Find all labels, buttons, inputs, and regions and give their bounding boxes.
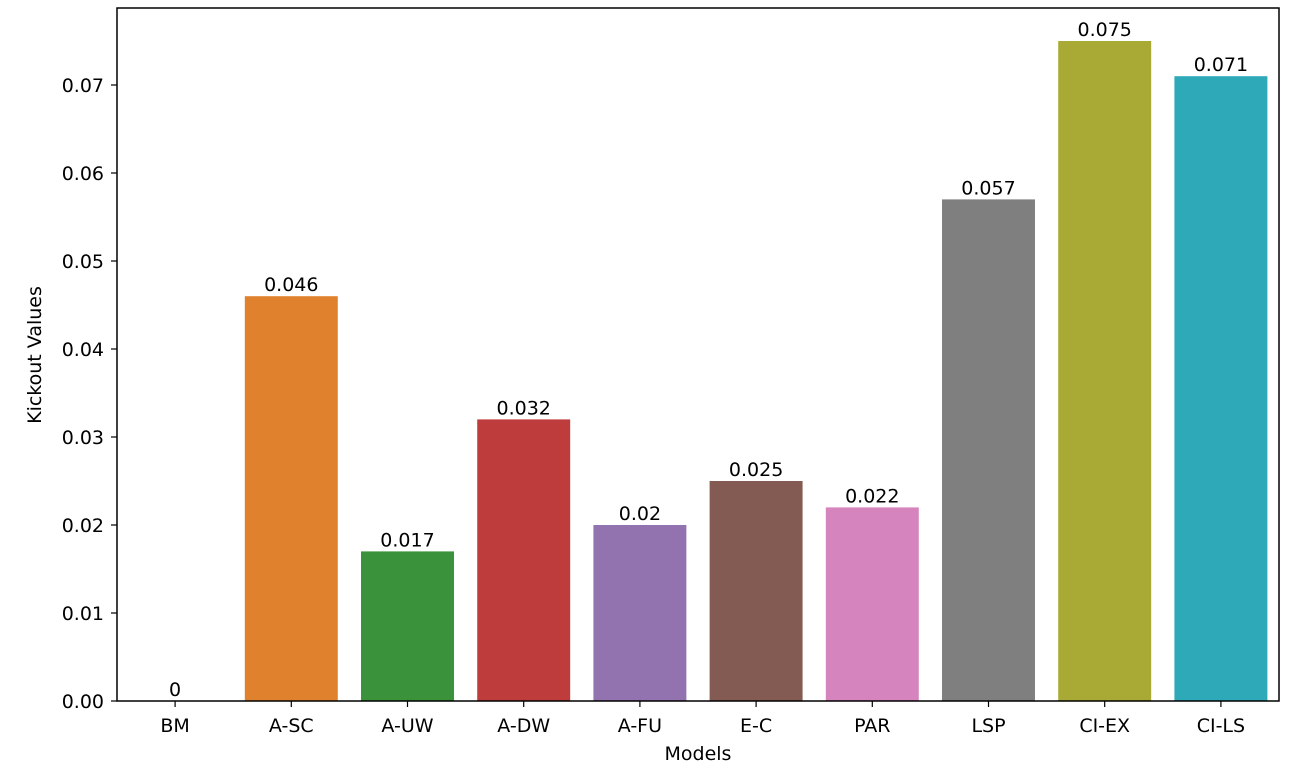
- y-tick-label: 0.03: [62, 427, 104, 449]
- x-tick-label: E-C: [740, 715, 772, 737]
- data-label: 0.025: [729, 459, 783, 481]
- bar-a-sc: [244, 296, 338, 701]
- bar-e-c: [709, 481, 803, 701]
- data-label: 0.032: [496, 397, 550, 419]
- bar-a-uw: [361, 551, 454, 701]
- y-tick-label: 0.02: [62, 515, 104, 537]
- y-axis-label: Kickout Values: [24, 286, 46, 424]
- y-tick-label: 0.01: [62, 603, 104, 625]
- bar-a-fu: [593, 525, 687, 701]
- x-tick-label: LSP: [971, 715, 1005, 737]
- bars-group: [244, 41, 1268, 701]
- x-axis-ticks: BM A-SC A-UW A-DW A-FU E-C PAR LSP CI-EX CI-LS: [160, 701, 1245, 737]
- x-axis-label: Models: [665, 743, 732, 765]
- x-tick-label: A-UW: [381, 715, 433, 737]
- data-label: 0.022: [845, 485, 899, 507]
- bar-a-dw: [477, 419, 571, 701]
- x-tick-label: CI-LS: [1197, 715, 1245, 737]
- x-tick-label: PAR: [854, 715, 890, 737]
- data-label: 0.02: [619, 503, 661, 525]
- y-tick-label: 0.07: [62, 75, 104, 97]
- bar-lsp: [942, 199, 1035, 701]
- data-label: 0: [169, 679, 181, 701]
- plot-frame: [116, 7, 1280, 702]
- x-tick-label: A-SC: [269, 715, 314, 737]
- data-labels-group: 0 0.046 0.017 0.032 0.02 0.025 0.022 0.057 0.075…: [169, 19, 1248, 701]
- data-label: 0.046: [264, 274, 318, 296]
- data-label: 0.017: [380, 529, 434, 551]
- y-tick-label: 0.06: [62, 163, 104, 185]
- y-tick-label: 0.00: [62, 691, 104, 713]
- y-tick-label: 0.05: [62, 251, 104, 273]
- data-label: 0.071: [1194, 54, 1248, 76]
- y-tick-label: 0.04: [62, 339, 104, 361]
- data-label: 0.057: [961, 177, 1015, 199]
- y-axis-ticks: 0.00 0.01 0.02 0.03 0.04 0.05 0.06 0.07: [62, 75, 117, 713]
- x-tick-label: BM: [160, 715, 189, 737]
- bar-ci-ex: [1058, 41, 1152, 701]
- bar-par: [825, 507, 919, 701]
- data-label: 0.075: [1077, 19, 1131, 41]
- x-tick-label: A-DW: [497, 715, 550, 737]
- x-tick-label: A-FU: [618, 715, 662, 737]
- x-tick-label: CI-EX: [1079, 715, 1130, 737]
- bar-ci-ls: [1174, 76, 1268, 701]
